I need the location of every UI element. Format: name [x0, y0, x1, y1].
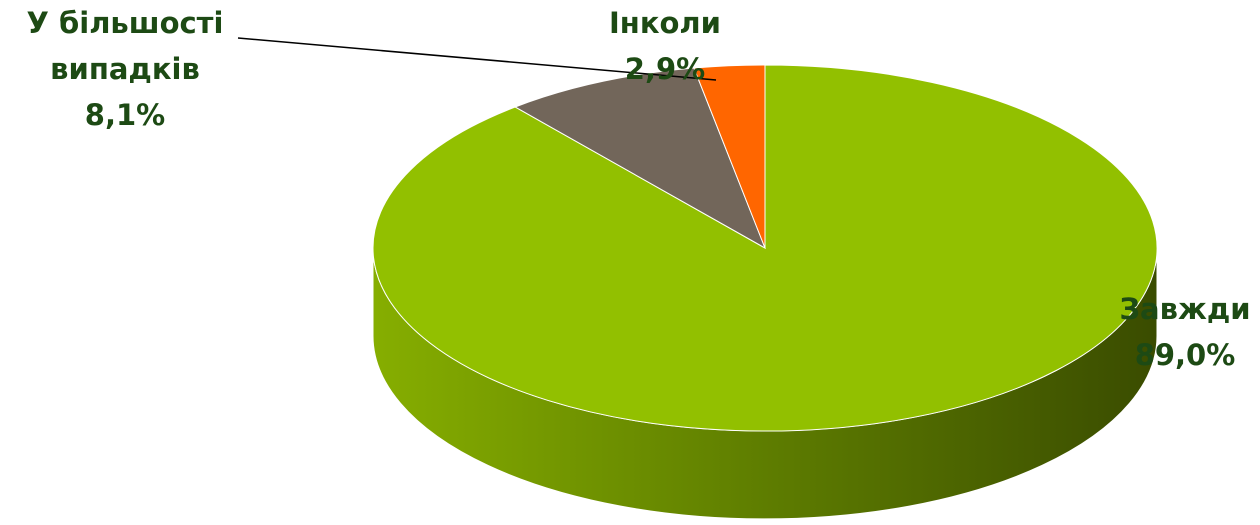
value-label: 89,0%	[1134, 338, 1236, 372]
slice-label: Інколи 2,9%	[570, 0, 760, 92]
slice	[513, 67, 766, 250]
slice	[693, 64, 766, 249]
category-label: Завжди	[1119, 292, 1251, 326]
slice-label: У більшості випадків 8,1%	[10, 0, 240, 138]
category-label: У більшості випадків	[26, 6, 224, 86]
slice-label: Завжди 89,0%	[1085, 286, 1260, 378]
category-label: Інколи	[609, 6, 721, 40]
leader-line	[237, 37, 717, 81]
value-label: 2,9%	[624, 52, 706, 86]
value-label: 8,1%	[84, 98, 166, 132]
